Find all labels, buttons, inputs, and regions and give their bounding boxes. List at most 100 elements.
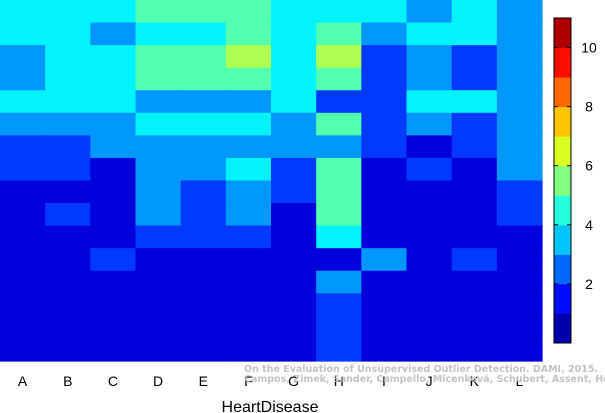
- heatmap-cell-d-row-7: [135, 135, 182, 159]
- heatmap-cell-i-row-8: [361, 157, 408, 182]
- colorbar-segment-8: [554, 106, 571, 137]
- heatmap-cell-a-row-7: [0, 135, 46, 159]
- heatmap-cell-i-row-11: [361, 225, 408, 249]
- heatmap-cell-a-row-8: [0, 157, 46, 182]
- heatmap-cell-l-row-7: [496, 135, 543, 159]
- heatmap-cell-k-row-13: [451, 270, 498, 294]
- colorbar-segment-4: [554, 224, 571, 255]
- heatmap-cell-j-row-11: [406, 225, 453, 249]
- heatmap-cell-j-row-8: [406, 157, 453, 182]
- heatmap-cell-l-row-6: [496, 112, 543, 136]
- heatmap-cell-b-row-10: [45, 203, 91, 227]
- heatmap-cell-f-row-9: [225, 180, 272, 204]
- heatmap-cell-k-row-4: [451, 67, 498, 91]
- heatmap-cell-f-row-10: [225, 203, 272, 227]
- heatmap-cell-h-row-3: [316, 45, 362, 69]
- colorbar-segment-10: [554, 47, 571, 78]
- heatmap-cell-k-row-5: [451, 90, 498, 114]
- heatmap-cell-f-row-12: [225, 248, 272, 272]
- heatmap-cell-d-row-10: [135, 203, 182, 227]
- heatmap-cell-b-row-5: [45, 90, 91, 114]
- heatmap-cell-d-row-2: [135, 22, 182, 46]
- heatmap-cell-i-row-5: [361, 90, 408, 114]
- x-tick-label-d: D: [153, 373, 163, 389]
- heatmap-cell-g-row-10: [271, 203, 317, 227]
- heatmap-cell-b-row-6: [45, 112, 91, 136]
- heatmap-cell-g-row-5: [271, 90, 317, 114]
- heatmap-cell-h-row-4: [316, 67, 362, 91]
- heatmap-cell-i-row-10: [361, 203, 408, 227]
- heatmap-cell-h-row-16: [316, 338, 362, 362]
- heatmap-cell-b-row-2: [45, 22, 91, 46]
- heatmap-cell-a-row-6: [0, 112, 46, 136]
- heatmap-cell-l-row-5: [496, 90, 543, 114]
- heatmap-cell-i-row-13: [361, 270, 408, 294]
- heatmap-cell-d-row-6: [135, 112, 182, 136]
- heatmap-cell-k-row-15: [451, 315, 498, 340]
- heatmap-cell-h-row-11: [316, 225, 362, 249]
- x-tick-label-j: J: [426, 373, 433, 389]
- heatmap-cell-g-row-11: [271, 225, 317, 249]
- heatmap-cell-g-row-3: [271, 45, 317, 69]
- heatmap-cell-g-row-15: [271, 315, 317, 340]
- heatmap-cell-b-row-1: [45, 0, 91, 24]
- x-tick-label-b: B: [63, 373, 72, 389]
- heatmap-cell-f-row-5: [225, 90, 272, 114]
- colorbar-segment-7: [554, 136, 571, 167]
- heatmap-cell-e-row-2: [180, 22, 227, 46]
- heatmap-cell-l-row-13: [496, 270, 543, 294]
- heatmap-cell-b-row-9: [45, 180, 91, 204]
- heatmap-cell-h-row-6: [316, 112, 362, 136]
- heatmap-cell-h-row-14: [316, 293, 362, 317]
- heatmap-cell-h-row-15: [316, 315, 362, 340]
- heatmap-cell-j-row-16: [406, 338, 453, 362]
- heatmap-cell-h-row-9: [316, 180, 362, 204]
- colorbar-tick-label-10: 10: [581, 40, 597, 56]
- colorbar-segment-6: [554, 165, 571, 196]
- heatmap-cell-d-row-5: [135, 90, 182, 114]
- heatmap-cell-e-row-5: [180, 90, 227, 114]
- colorbar-ticks: 2 4 6 8 10: [554, 40, 597, 292]
- heatmap-cell-i-row-1: [361, 0, 408, 24]
- heatmap-cell-j-row-14: [406, 293, 453, 317]
- heatmap-cell-j-row-5: [406, 90, 453, 114]
- heatmap-cell-c-row-11: [90, 225, 137, 249]
- heatmap-cell-g-row-13: [271, 270, 317, 294]
- heatmap-cell-f-row-13: [225, 270, 272, 294]
- heatmap-cell-c-row-4: [90, 67, 137, 91]
- heatmap-cell-f-row-3: [225, 45, 272, 69]
- heatmap-cell-d-row-4: [135, 67, 182, 91]
- heatmap-cell-d-row-14: [135, 293, 182, 317]
- heatmap-cell-b-row-14: [45, 293, 91, 317]
- heatmap-cell-h-row-7: [316, 135, 362, 159]
- heatmap-cell-d-row-1: [135, 0, 182, 24]
- heatmap-cell-a-row-15: [0, 315, 46, 340]
- colorbar-segment-9: [554, 77, 571, 108]
- heatmap-cell-d-row-16: [135, 338, 182, 362]
- colorbar-segment-5: [554, 195, 571, 226]
- heatmap-cell-j-row-10: [406, 203, 453, 227]
- heatmap-cell-j-row-12: [406, 248, 453, 272]
- heatmap-cell-e-row-16: [180, 338, 227, 362]
- colorbar-tick-label-2: 2: [585, 276, 593, 292]
- heatmap-cell-k-row-6: [451, 112, 498, 136]
- x-tick-label-c: C: [108, 373, 118, 389]
- heatmap-cell-g-row-6: [271, 112, 317, 136]
- heatmap-cell-j-row-15: [406, 315, 453, 340]
- x-tick-label-i: I: [382, 373, 386, 389]
- heatmap-cell-e-row-14: [180, 293, 227, 317]
- heatmap-cell-a-row-4: [0, 67, 46, 91]
- heatmap-cell-c-row-5: [90, 90, 137, 114]
- heatmap-cell-b-row-13: [45, 270, 91, 294]
- heatmap-cell-k-row-16: [451, 338, 498, 362]
- heatmap-cell-k-row-7: [451, 135, 498, 159]
- heatmap-cell-k-row-3: [451, 45, 498, 69]
- heatmap-cell-g-row-8: [271, 157, 317, 182]
- heatmap-cell-l-row-4: [496, 67, 543, 91]
- citation-watermark-line-1: On the Evaluation of Unsupervised Outlie…: [244, 364, 598, 375]
- heatmap-cell-c-row-14: [90, 293, 137, 317]
- heatmap-cell-a-row-12: [0, 248, 46, 272]
- heatmap-cell-d-row-11: [135, 225, 182, 249]
- heatmap-cell-b-row-15: [45, 315, 91, 340]
